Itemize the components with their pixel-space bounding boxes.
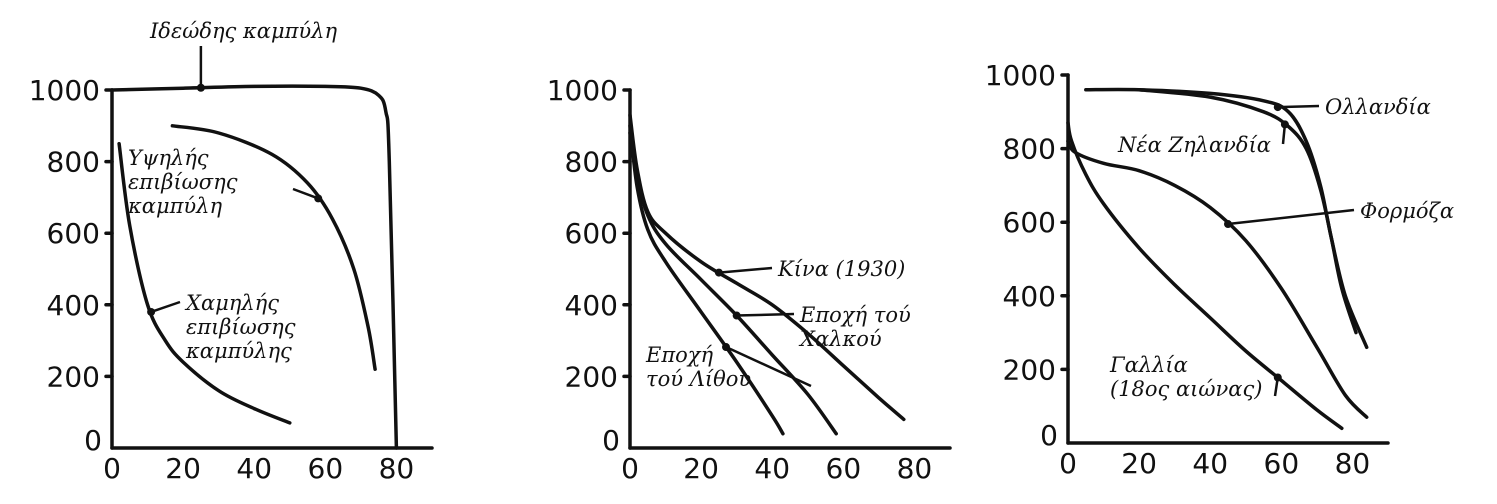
y-tick-label: 600	[565, 217, 618, 250]
series-line-1	[110, 84, 399, 450]
series-line-3	[1066, 139, 1369, 419]
x-tick-label: 60	[826, 452, 862, 485]
y-tick-label: 0	[84, 424, 102, 457]
annotation-pointer-head	[1224, 220, 1232, 229]
x-tick-label: 40	[1192, 447, 1228, 480]
series-annotation: Ιδεώδης καμπύλη	[149, 19, 337, 43]
x-tick-label: 20	[165, 452, 201, 485]
x-tick-label: 20	[683, 452, 719, 485]
series-annotation: Γαλλία (18ος αιώνας)	[1109, 353, 1262, 401]
y-tick-label: 400	[47, 289, 100, 322]
y-tick-label: 0	[602, 424, 620, 457]
series-line-2	[1137, 87, 1358, 335]
annotation-pointer	[718, 266, 773, 274]
x-tick-label: 80	[897, 452, 933, 485]
y-tick-label: 600	[1003, 206, 1056, 239]
series-line-1	[1084, 87, 1369, 350]
y-tick-label: 600	[47, 217, 100, 250]
chart-panel-2: 0 200 400 600 800 1000 0 20 40 60 80 Κίνα (1930) Επο…	[547, 74, 952, 485]
annotation-pointer-head	[714, 268, 723, 277]
y-tick-label: 200	[1003, 353, 1056, 386]
annotation-pointer	[725, 345, 812, 388]
annotation-pointer-head	[1273, 103, 1282, 112]
series-annotation: Ολλανδία	[1325, 95, 1431, 119]
series-line-3	[117, 141, 292, 425]
x-tick-label: 80	[379, 452, 415, 485]
x-tick-label: 20	[1121, 447, 1157, 480]
x-tick-label: 0	[103, 452, 121, 485]
y-tick-label: 400	[1003, 280, 1056, 313]
y-tick-label: 1000	[547, 74, 618, 107]
annotation-pointer	[150, 300, 181, 314]
annotation-pointer	[292, 187, 319, 200]
annotation-pointer	[1277, 104, 1320, 109]
series-annotation: Εποχή τού Χαλκού	[798, 303, 911, 351]
series-line-2	[628, 131, 838, 436]
y-tick-label: 800	[565, 146, 618, 179]
series-annotation: Κίνα (1930)	[777, 257, 905, 281]
annotation-pointer-head	[314, 194, 323, 203]
x-tick-label: 40	[754, 452, 790, 485]
chart-panel-1: 0 200 400 600 800 1000 0 20 40 60 80 Ιδεώδης καμπύλ…	[29, 19, 434, 485]
annotation-pointer-head	[1273, 373, 1282, 382]
x-tick-label: 80	[1335, 447, 1371, 480]
y-tick-label: 1000	[29, 74, 100, 107]
series-line-4	[1066, 121, 1344, 431]
series-annotation: Νέα Ζηλανδία	[1117, 133, 1271, 157]
annotation-pointer	[1227, 208, 1355, 226]
y-tick-label: 0	[1040, 419, 1058, 452]
annotation-pointer-head	[147, 307, 156, 316]
x-tick-label: 0	[621, 452, 639, 485]
x-tick-label: 60	[1264, 447, 1300, 480]
annotation-pointer-head	[196, 83, 205, 92]
series-line-3	[628, 124, 785, 436]
y-tick-label: 400	[565, 289, 618, 322]
y-tick-label: 800	[47, 146, 100, 179]
annotation-pointer-head	[722, 343, 730, 352]
y-tick-label: 1000	[985, 59, 1056, 92]
annotation-pointer-head	[732, 311, 741, 320]
series-annotation: Χαμηλής επιβίωσης καμπύλης	[184, 291, 296, 363]
y-tick-label: 800	[1003, 133, 1056, 166]
y-tick-label: 200	[565, 360, 618, 393]
x-tick-label: 60	[308, 452, 344, 485]
annotation-pointer-head	[1280, 120, 1289, 129]
annotation-pointer	[736, 312, 795, 317]
x-tick-label: 40	[236, 452, 272, 485]
y-tick-label: 200	[47, 360, 100, 393]
series-annotation: Φορμόζα	[1360, 199, 1454, 223]
x-tick-label: 0	[1059, 447, 1077, 480]
chart-panel-3: 0 200 400 600 800 1000 0 20 40 60 80 Ολλανδία Νέα Ζη…	[985, 59, 1454, 480]
series-annotation: Εποχή τού Λίθου	[645, 343, 751, 391]
series-annotation: Υψηλής επιβίωσης καμπύλη	[127, 146, 238, 218]
